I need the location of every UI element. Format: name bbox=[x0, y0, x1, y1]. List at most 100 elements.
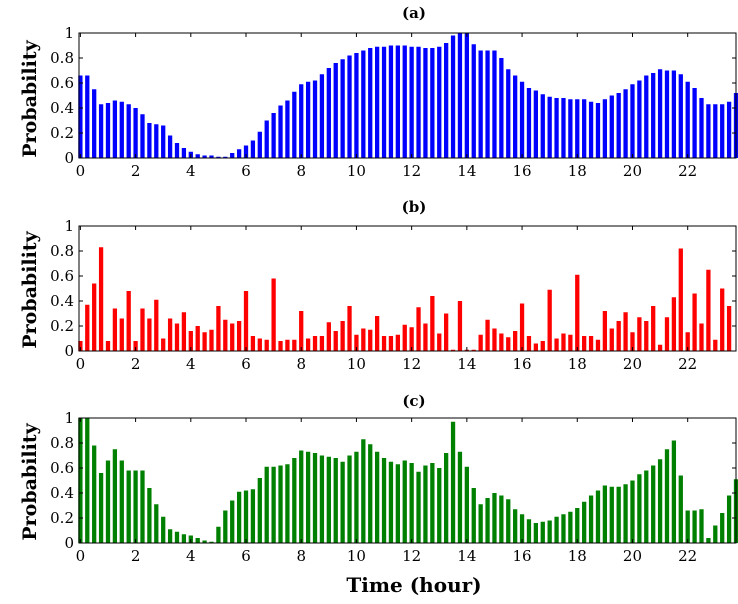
bar-c-90 bbox=[699, 509, 704, 543]
bar-c-20 bbox=[216, 526, 221, 543]
bar-a-56 bbox=[464, 33, 469, 158]
bar-a-83 bbox=[651, 73, 656, 158]
bar-b-18 bbox=[202, 332, 207, 351]
bar-c-30 bbox=[285, 464, 290, 543]
bar-a-43 bbox=[375, 46, 380, 158]
xtick-label-b-6: 12 bbox=[402, 355, 421, 373]
bar-b-61 bbox=[499, 333, 504, 351]
bar-c-36 bbox=[326, 456, 331, 543]
bar-a-11 bbox=[154, 124, 159, 158]
bar-b-32 bbox=[299, 311, 304, 351]
xtick-label-b-3: 6 bbox=[241, 355, 251, 373]
bar-b-71 bbox=[568, 334, 573, 351]
bar-b-76 bbox=[602, 311, 608, 351]
bar-a-15 bbox=[181, 148, 187, 158]
bar-a-1 bbox=[85, 75, 90, 158]
xtick-label-b-10: 20 bbox=[623, 355, 642, 373]
ytick-label-c-0: 0 bbox=[64, 534, 74, 552]
bar-a-62 bbox=[506, 69, 511, 158]
bar-a-36 bbox=[326, 68, 331, 158]
bar-b-64 bbox=[519, 303, 525, 351]
bar-b-21 bbox=[223, 319, 228, 351]
bar-c-82 bbox=[644, 470, 649, 543]
bar-a-3 bbox=[98, 104, 104, 158]
bar-c-49 bbox=[416, 471, 421, 543]
bar-b-43 bbox=[375, 316, 380, 351]
bar-a-76 bbox=[602, 99, 608, 158]
bar-b-26 bbox=[257, 338, 262, 351]
bar-a-2 bbox=[92, 89, 97, 158]
bar-c-24 bbox=[243, 490, 249, 543]
bar-c-1 bbox=[85, 418, 90, 543]
bar-a-18 bbox=[202, 155, 207, 158]
bar-a-35 bbox=[319, 74, 325, 158]
bar-b-13 bbox=[167, 318, 173, 351]
bar-c-4 bbox=[105, 460, 111, 543]
bar-b-30 bbox=[285, 339, 290, 351]
bar-b-52 bbox=[437, 333, 442, 351]
bar-b-28 bbox=[271, 278, 276, 351]
bar-c-72 bbox=[575, 508, 580, 543]
bar-a-19 bbox=[209, 155, 214, 158]
bar-c-22 bbox=[230, 500, 235, 543]
xtick-label-b-1: 2 bbox=[131, 355, 141, 373]
xtick-label-b-9: 18 bbox=[568, 355, 587, 373]
bar-b-74 bbox=[588, 336, 594, 351]
bar-c-60 bbox=[492, 493, 497, 543]
bar-c-86 bbox=[671, 440, 677, 543]
ytick-label-a-4: 0.8 bbox=[50, 49, 74, 67]
bar-c-83 bbox=[651, 465, 656, 543]
bar-b-24 bbox=[243, 291, 249, 351]
bar-b-80 bbox=[630, 332, 635, 351]
bar-a-13 bbox=[167, 135, 173, 158]
bar-b-29 bbox=[278, 341, 283, 351]
bar-b-90 bbox=[699, 323, 704, 351]
bar-b-81 bbox=[637, 317, 642, 351]
bar-b-77 bbox=[609, 328, 614, 351]
bar-b-47 bbox=[402, 324, 407, 351]
bar-a-72 bbox=[575, 99, 580, 158]
bar-a-6 bbox=[119, 101, 124, 158]
bar-a-63 bbox=[513, 75, 518, 158]
bar-c-64 bbox=[519, 514, 525, 543]
bar-c-34 bbox=[312, 453, 318, 543]
bar-b-63 bbox=[513, 331, 518, 351]
bar-c-11 bbox=[154, 504, 159, 543]
bar-c-32 bbox=[299, 450, 304, 543]
bar-c-31 bbox=[292, 458, 297, 543]
bar-c-65 bbox=[526, 519, 532, 543]
bar-c-42 bbox=[368, 444, 373, 543]
bar-a-64 bbox=[519, 81, 525, 158]
xtick-label-c-9: 18 bbox=[568, 547, 587, 565]
bar-a-32 bbox=[299, 84, 304, 158]
xtick-label-c-3: 6 bbox=[241, 547, 251, 565]
bar-c-10 bbox=[147, 488, 152, 543]
bar-a-9 bbox=[140, 114, 145, 158]
ytick-label-a-0: 0 bbox=[64, 149, 74, 167]
bar-a-26 bbox=[257, 131, 262, 158]
bar-a-94 bbox=[726, 101, 732, 158]
bar-a-21 bbox=[223, 156, 228, 158]
bar-b-11 bbox=[154, 299, 159, 351]
bar-b-20 bbox=[216, 306, 221, 351]
bar-a-7 bbox=[126, 104, 131, 158]
plot-frame-c bbox=[78, 417, 737, 544]
bar-b-72 bbox=[575, 274, 580, 351]
ytick-label-b-2: 0.4 bbox=[50, 292, 74, 310]
plot-frame-a bbox=[78, 32, 737, 159]
bar-b-49 bbox=[416, 307, 421, 351]
bar-c-47 bbox=[402, 460, 407, 543]
bar-c-61 bbox=[499, 495, 504, 543]
bar-b-87 bbox=[678, 248, 683, 351]
bar-c-29 bbox=[278, 465, 283, 543]
bar-c-93 bbox=[720, 513, 725, 543]
xtick-label-c-2: 4 bbox=[186, 547, 196, 565]
bar-a-4 bbox=[105, 103, 111, 158]
bar-b-69 bbox=[554, 338, 559, 351]
bar-a-28 bbox=[271, 113, 276, 158]
xtick-label-b-2: 4 bbox=[186, 355, 196, 373]
bar-b-68 bbox=[547, 289, 552, 351]
bar-a-44 bbox=[381, 46, 387, 158]
bar-b-34 bbox=[312, 336, 318, 351]
